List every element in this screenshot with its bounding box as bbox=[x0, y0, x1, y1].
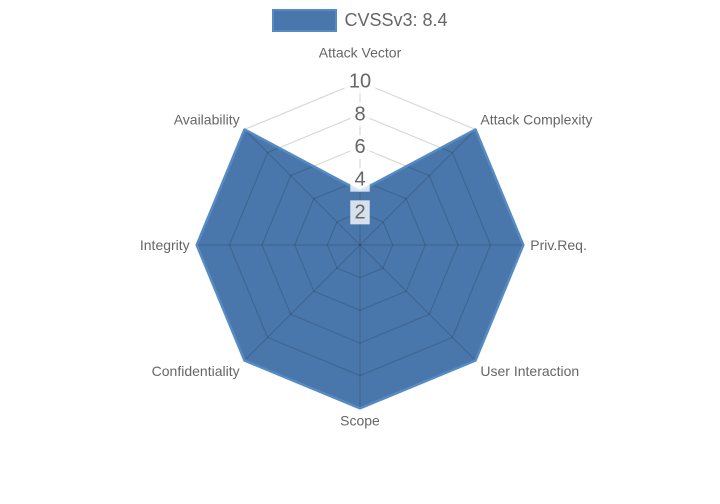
radar-axis-label: Attack Vector bbox=[319, 45, 402, 61]
radar-tick-backdrop bbox=[344, 69, 376, 94]
radar-tick-label: 2 bbox=[354, 201, 365, 223]
radar-grid-ring bbox=[261, 146, 459, 344]
radar-axis-label: Confidentiality bbox=[152, 363, 240, 379]
radar-axis-label: Scope bbox=[340, 413, 380, 429]
radar-tick-backdrop bbox=[350, 135, 370, 160]
radar-data-border bbox=[195, 128, 525, 410]
legend[interactable]: CVSSv3: 8.4 bbox=[0, 9, 720, 32]
radar-tick-label: 10 bbox=[349, 71, 371, 93]
radar-axis-label: Attack Complexity bbox=[480, 112, 592, 128]
radar-tick-label: 4 bbox=[354, 169, 365, 191]
radar-data-fill bbox=[196, 129, 524, 409]
radar-tick-label: 6 bbox=[354, 136, 365, 158]
radar-axis-label: User Interaction bbox=[480, 363, 579, 379]
radar-tick-backdrop bbox=[350, 167, 370, 192]
legend-label: CVSSv3: 8.4 bbox=[344, 10, 448, 30]
radar-grid-ring bbox=[326, 211, 394, 279]
radar-grid-ring bbox=[228, 113, 492, 377]
radar-tick-label: 8 bbox=[354, 103, 365, 125]
radar-angle-line bbox=[359, 129, 476, 246]
radar-tick-backdrop bbox=[350, 200, 370, 225]
legend-swatch bbox=[272, 9, 338, 32]
radar-axis-label: Integrity bbox=[140, 237, 190, 253]
radar-grid-ring bbox=[294, 179, 426, 311]
radar-axis-label: Priv.Req. bbox=[530, 237, 587, 253]
radar-angle-line bbox=[244, 244, 361, 361]
radar-axis-label: Availability bbox=[174, 112, 240, 128]
radar-tick-backdrop bbox=[350, 102, 370, 127]
radar-angle-line bbox=[359, 244, 476, 361]
radar-angle-line bbox=[244, 129, 361, 246]
